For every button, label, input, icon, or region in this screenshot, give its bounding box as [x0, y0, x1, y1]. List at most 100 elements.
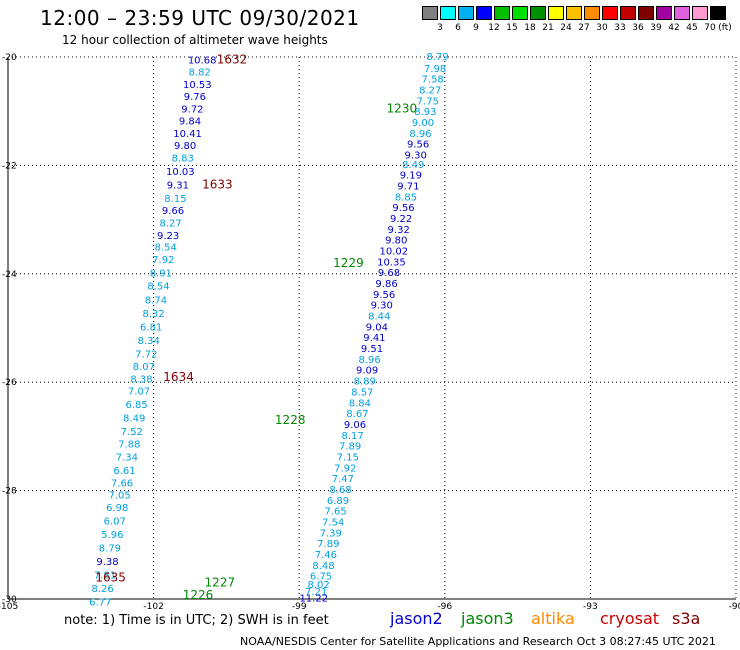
color-scale-label: 24	[560, 23, 572, 33]
color-swatch	[602, 6, 618, 20]
color-scale-label: 21	[542, 23, 554, 33]
wave-height-value: 9.76	[184, 92, 206, 103]
wave-height-value: 8.67	[346, 409, 368, 420]
wave-height-value: 8.79	[99, 544, 121, 555]
color-scale-label: 3	[437, 23, 443, 33]
color-scale-label: 39	[650, 23, 662, 33]
wave-height-value: 7.21	[305, 587, 327, 598]
wave-height-value: 9.22	[390, 214, 412, 225]
pass-time-label: 1635	[95, 570, 126, 584]
wave-height-value: 9.04	[366, 322, 388, 333]
wave-height-value: 10.03	[166, 167, 195, 178]
y-tick-label: -20	[2, 53, 17, 63]
wave-height-value: 9.56	[407, 140, 429, 151]
wave-height-value: 7.92	[334, 463, 356, 474]
wave-height-value: 8.34	[138, 336, 160, 347]
wave-height-value: 10.41	[173, 129, 202, 140]
wave-height-value: 8.38	[130, 374, 152, 385]
wave-height-value: 9.84	[179, 116, 201, 127]
page-subtitle: 12 hour collection of altimeter wave hei…	[62, 33, 328, 47]
footer-credit: NOAA/NESDIS Center for Satellite Applica…	[240, 635, 716, 648]
x-tick-label: -90	[729, 602, 740, 610]
wave-height-value: 9.68	[378, 268, 400, 279]
color-swatch	[494, 6, 510, 20]
color-swatch	[548, 6, 564, 20]
pass-time-label: 1228	[275, 413, 306, 427]
wave-height-value: 9.56	[392, 203, 414, 214]
wave-height-value: 8.02	[307, 580, 329, 591]
wave-height-value: 9.31	[167, 180, 189, 191]
wave-height-value: 8.84	[349, 398, 371, 409]
pass-time-label: 1230	[387, 101, 418, 115]
pass-time-label: 1229	[333, 256, 364, 270]
wave-height-value: 8.27	[159, 218, 181, 229]
wave-height-value: 7.54	[322, 517, 344, 528]
color-scale-label: 45	[686, 23, 698, 33]
pass-time-label: 1634	[163, 370, 194, 384]
color-scale-label: 70	[704, 23, 716, 33]
wave-height-value: 5.96	[101, 530, 123, 541]
pass-time-label: 1633	[202, 177, 233, 191]
wave-height-value: 8.68	[329, 485, 351, 496]
color-swatch	[584, 6, 600, 20]
wave-height-value: 8.74	[145, 295, 167, 306]
color-scale-label: 6	[455, 23, 461, 33]
wave-height-value: 9.38	[96, 557, 118, 568]
satellite-legend-jason2: jason2	[390, 609, 443, 628]
wave-height-value: 8.27	[419, 86, 441, 97]
wave-height-value: 7.05	[108, 490, 130, 501]
wave-height-value: 8.17	[341, 431, 363, 442]
wave-height-value: 9.00	[412, 118, 434, 129]
color-swatch	[674, 6, 690, 20]
color-swatch	[620, 6, 636, 20]
wave-height-value: 6.07	[104, 516, 126, 527]
wave-height-value: 9.80	[174, 141, 196, 152]
wave-height-value: 7.46	[315, 550, 337, 561]
wave-height-value: 8.91	[150, 269, 172, 280]
page-title: 12:00 – 23:59 UTC 09/30/2021	[40, 6, 360, 30]
color-swatch	[458, 6, 474, 20]
wave-height-value: 7.07	[128, 386, 150, 397]
wave-height-value: 8.83	[172, 153, 194, 164]
color-scale-label: 27	[578, 23, 590, 33]
satellite-legend-s3a: s3a	[672, 609, 701, 628]
wave-height-value: 7.58	[422, 75, 444, 86]
color-swatch	[476, 6, 492, 20]
wave-height-value: 7.66	[111, 478, 133, 489]
color-scale-unit: (ft)	[718, 23, 732, 33]
wave-height-value: 8.48	[312, 561, 334, 572]
wave-height-value: 8.49	[123, 413, 145, 424]
wave-height-value: 9.66	[162, 206, 184, 217]
wave-height-value: 10.02	[380, 246, 409, 257]
x-tick-label: -99	[292, 602, 307, 610]
color-scale-label: 33	[614, 23, 626, 33]
color-scale-label: 36	[632, 23, 644, 33]
y-tick-label: -30	[2, 595, 17, 605]
pass-time-label: 1632	[217, 53, 248, 67]
wave-height-value: 7.92	[152, 255, 174, 266]
wave-height-value: 6.77	[89, 598, 111, 609]
x-tick-label: -96	[437, 602, 452, 610]
wave-height-value: 6.61	[113, 466, 135, 477]
wave-height-value: 8.54	[147, 282, 169, 293]
wave-height-value: 10.68	[188, 56, 217, 67]
y-tick-label: -26	[2, 378, 17, 388]
wave-height-value: 11.22	[299, 593, 328, 604]
x-tick-label: -93	[583, 602, 598, 610]
color-swatch	[530, 6, 546, 20]
wave-height-plot: -105 -102 -99 -96 -93 -90 -20 -22 -24 -26 -28 -30 10…	[0, 52, 740, 610]
x-tick-label: -105	[0, 602, 18, 610]
wave-height-value: 7.98	[424, 64, 446, 75]
wave-height-value: 10.53	[183, 80, 212, 91]
pass-time-label: 1227	[205, 576, 236, 590]
y-tick-label: -24	[2, 270, 17, 280]
wave-height-value: 6.81	[140, 322, 162, 333]
wave-height-value: 8.07	[133, 362, 155, 373]
color-scale-label: 30	[596, 23, 608, 33]
wave-height-value: 6.89	[327, 496, 349, 507]
wave-height-value: 6.98	[106, 503, 128, 514]
wave-height-value: 9.56	[373, 290, 395, 301]
color-scale-label: 42	[668, 23, 680, 33]
wave-height-value: 7.88	[118, 439, 140, 450]
color-swatch	[710, 6, 726, 20]
